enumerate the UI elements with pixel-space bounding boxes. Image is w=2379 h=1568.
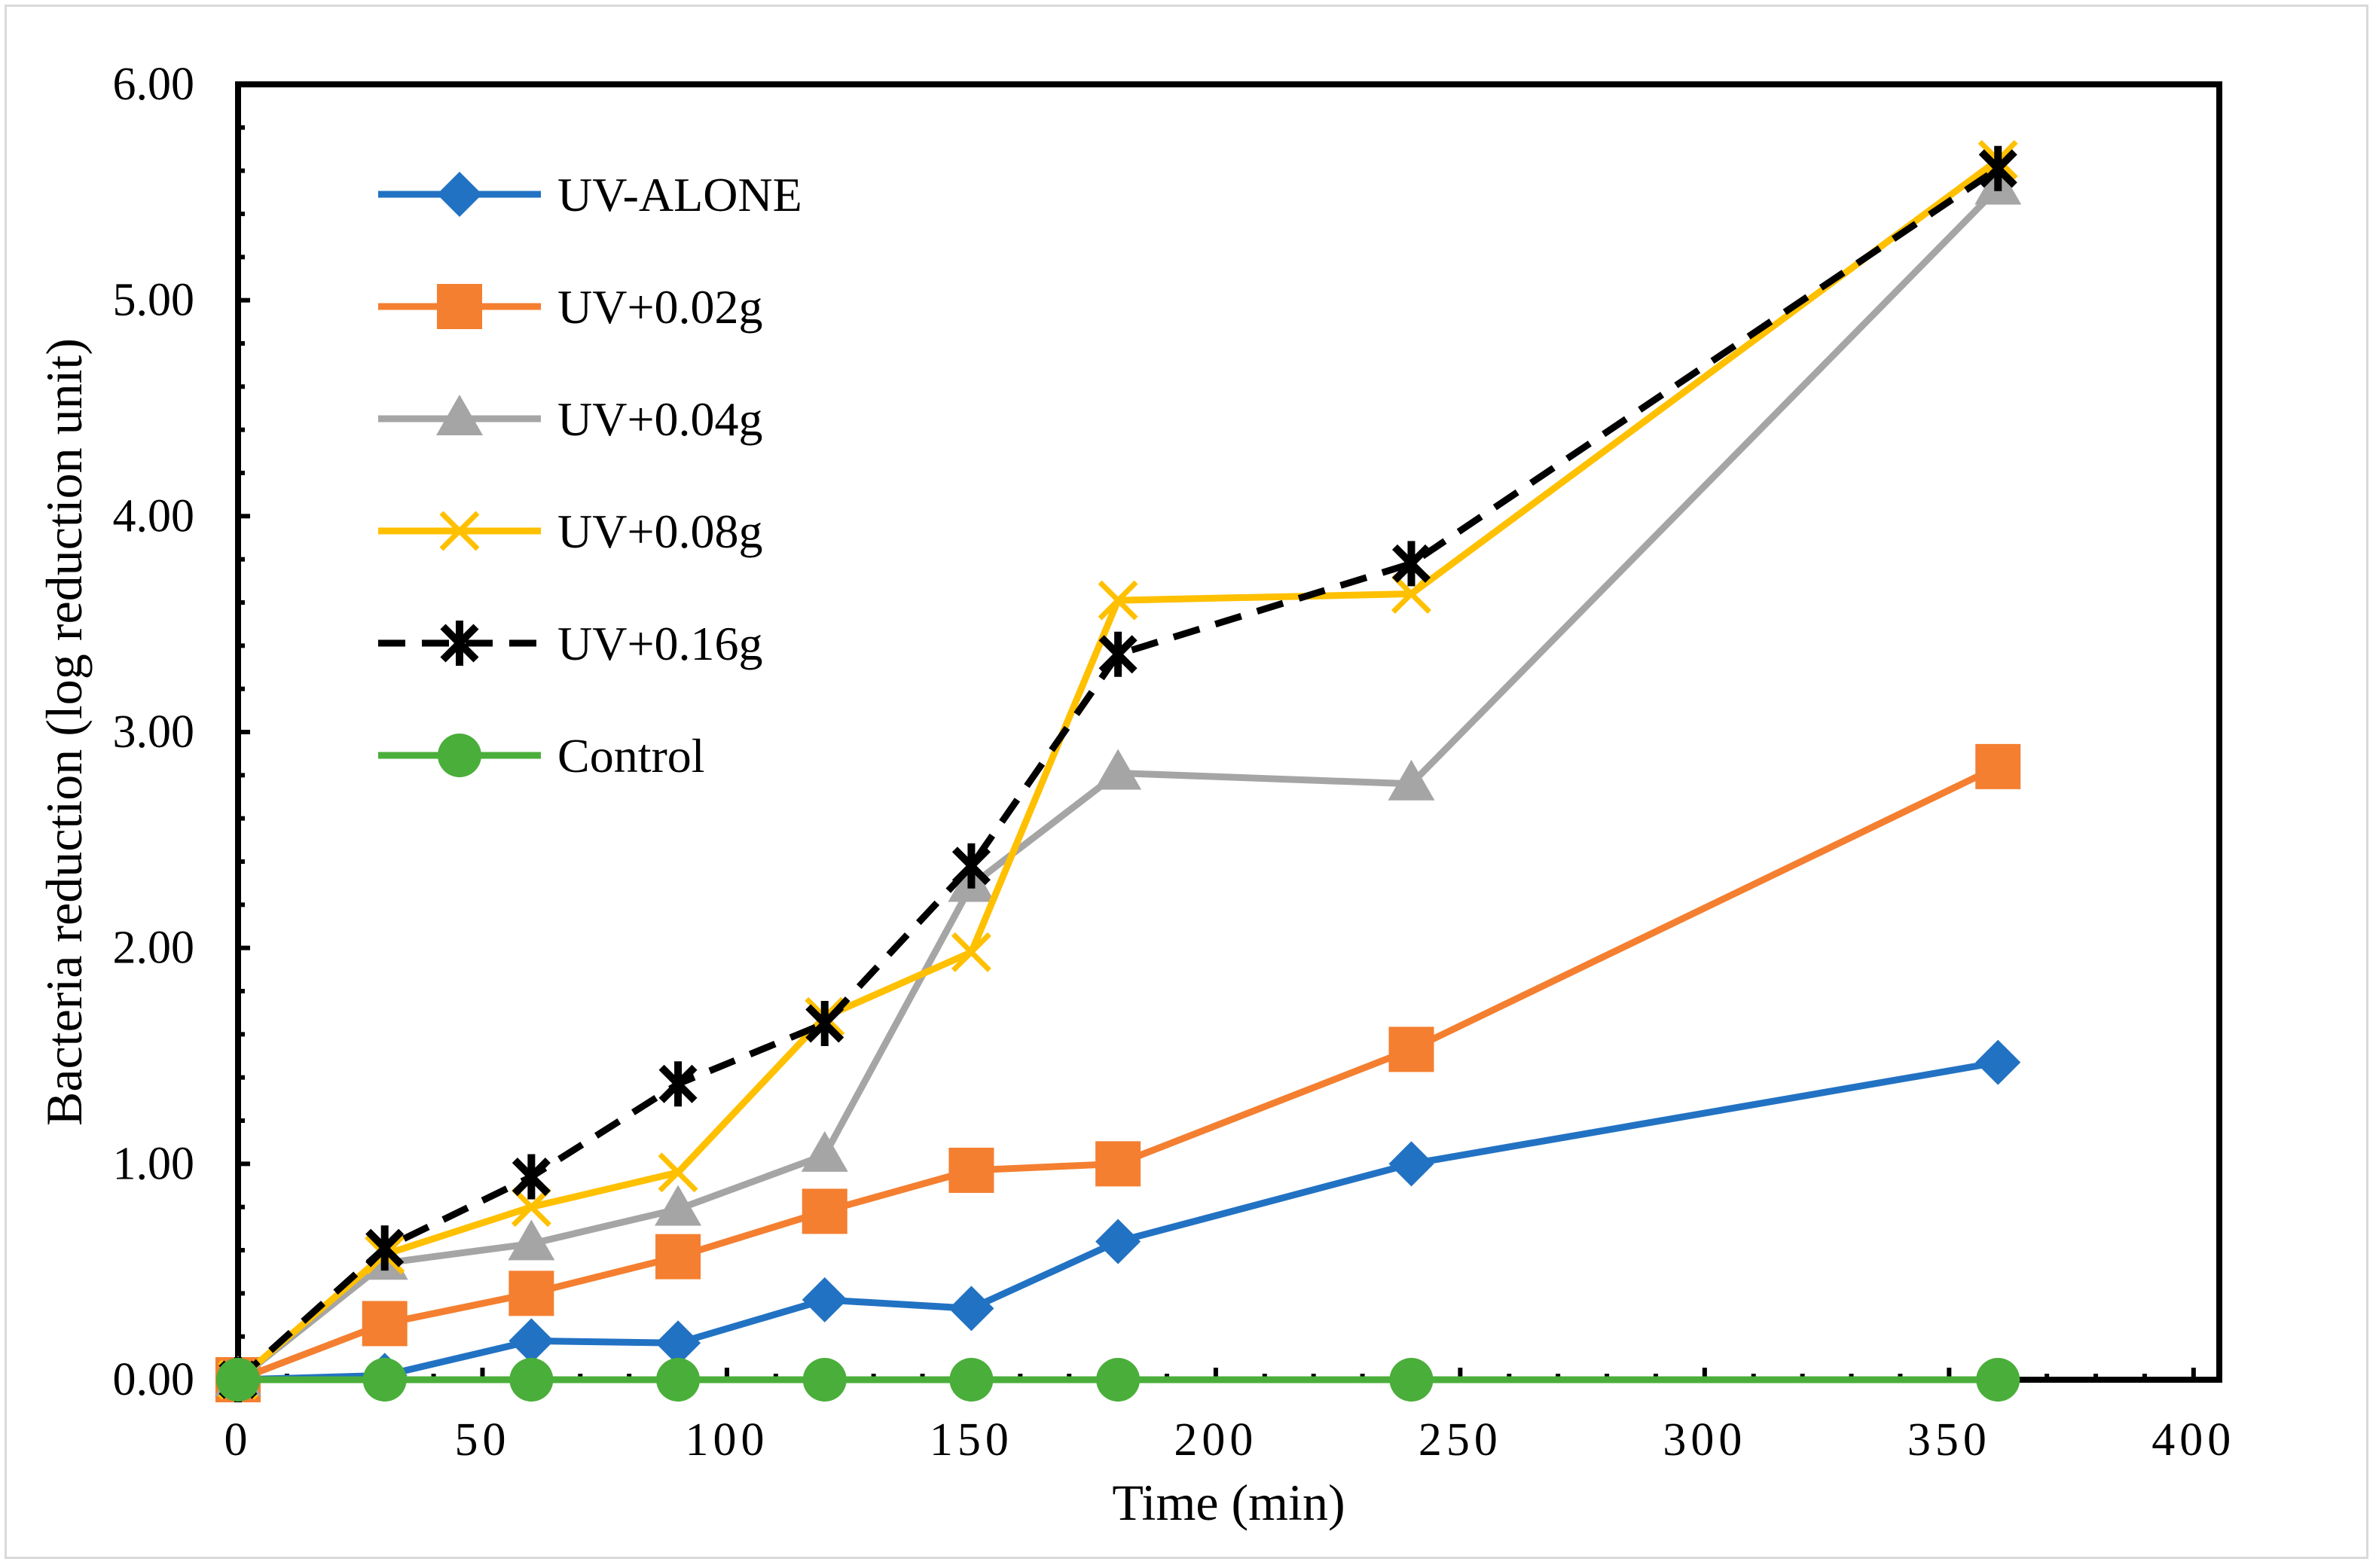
data-point-uv-0-02g: [508, 1271, 554, 1316]
legend-item-uv-0-16g: UV+0.16g: [378, 617, 763, 670]
x-tick-label-8: 400: [2151, 1414, 2235, 1466]
x-tick-label-5: 250: [1419, 1414, 1502, 1466]
legend-swatch-uv-0-04g: [378, 395, 541, 435]
data-point-uv-0-04g: [1095, 749, 1142, 790]
data-point-uv-0-16g: [805, 1001, 844, 1046]
x-tick-label-1: 50: [454, 1414, 510, 1466]
data-point-uv-0-08g: [1391, 574, 1431, 615]
legend-label-uv-0-16g: UV+0.16g: [557, 617, 763, 670]
data-point-control: [216, 1358, 260, 1402]
y-tick-label-6: 6.00: [113, 59, 195, 110]
data-point-uv-0-02g: [1975, 743, 2021, 789]
data-point-uv-0-04g: [1388, 759, 1435, 801]
data-point-control: [1389, 1358, 1434, 1402]
data-point-control: [362, 1358, 407, 1402]
x-tick-label-7: 350: [1907, 1414, 1991, 1466]
data-point-uv-alone: [655, 1320, 701, 1366]
data-point-uv-alone: [802, 1277, 847, 1322]
y-tick-label-2: 2.00: [113, 923, 195, 974]
y-tick-label-3: 3.00: [113, 706, 195, 758]
data-point-uv-0-04g: [655, 1185, 702, 1226]
y-tick-label-0: 0.00: [113, 1354, 195, 1405]
legend-label-uv-0-08g: UV+0.08g: [557, 505, 763, 558]
data-point-uv-0-02g: [802, 1188, 847, 1234]
data-point-uv-0-16g: [365, 1225, 405, 1271]
data-point-uv-alone: [1975, 1039, 2021, 1085]
data-point-uv-0-16g: [512, 1154, 551, 1200]
data-point-uv-0-02g: [655, 1234, 701, 1280]
data-point-uv-0-04g: [508, 1219, 555, 1261]
legend-marker: [437, 172, 482, 217]
data-point-uv-0-02g: [1095, 1141, 1141, 1187]
data-point-uv-0-16g: [951, 843, 991, 889]
data-point-uv-0-16g: [1978, 145, 2017, 191]
legend-marker: [439, 511, 480, 551]
legend-marker: [440, 621, 479, 666]
x-tick-label-3: 150: [930, 1414, 1013, 1466]
x-tick-label-0: 0: [224, 1414, 252, 1466]
data-point-uv-0-02g: [1388, 1027, 1434, 1072]
legend-marker: [437, 284, 482, 329]
y-tick-label-1: 1.00: [113, 1138, 195, 1189]
data-point-uv-alone: [1388, 1141, 1434, 1187]
legend-label-uv-alone: UV-ALONE: [557, 168, 802, 221]
legend-swatch-uv-0-08g: [378, 511, 541, 551]
data-point-control: [656, 1358, 701, 1402]
legend-item-uv-alone: UV-ALONE: [378, 168, 802, 221]
y-tick-label-4: 4.00: [113, 490, 195, 541]
series-group: [215, 139, 2022, 1402]
data-point-control: [1096, 1358, 1141, 1402]
data-point-uv-alone: [508, 1318, 554, 1364]
data-point-uv-0-02g: [362, 1301, 408, 1347]
legend-label-control: Control: [557, 729, 705, 782]
legend-label-uv-0-04g: UV+0.04g: [557, 392, 763, 446]
data-point-uv-0-16g: [1098, 631, 1138, 677]
series-control: [216, 1358, 2020, 1402]
legend-marker: [436, 395, 483, 435]
data-point-uv-alone: [1095, 1219, 1141, 1264]
data-point-uv-0-16g: [658, 1061, 698, 1107]
data-point-uv-0-08g: [511, 1187, 551, 1228]
data-point-uv-0-04g: [801, 1130, 848, 1172]
data-point-uv-0-16g: [1391, 541, 1431, 587]
legend-item-control: Control: [378, 729, 705, 782]
tick-labels: 0.00 1.00 2.00 3.00 4.00 5.00 6.00 0 50 …: [113, 59, 2235, 1466]
legend-item-uv-0-02g: UV+0.02g: [378, 280, 763, 334]
legend-marker: [438, 734, 481, 777]
y-axis-title: Bacteria reduction (log reduction unit): [35, 338, 93, 1126]
data-point-uv-0-08g: [658, 1152, 698, 1193]
data-point-control: [1976, 1358, 2020, 1402]
data-point-uv-alone: [948, 1286, 994, 1332]
x-tick-label-6: 300: [1663, 1414, 1746, 1466]
legend-item-uv-0-08g: UV+0.08g: [378, 505, 763, 558]
x-tick-label-2: 100: [685, 1414, 768, 1466]
legend-swatch-uv-0-02g: [378, 284, 541, 329]
legend-swatch-uv-0-16g: [378, 621, 541, 666]
legend-label-uv-0-02g: UV+0.02g: [557, 280, 763, 334]
x-axis-title: Time (min): [1112, 1474, 1345, 1531]
series-line-uv-0-16g: [235, 166, 2000, 1383]
data-point-control: [802, 1358, 847, 1402]
y-tick-label-5: 5.00: [113, 275, 195, 326]
legend-swatch-control: [378, 734, 541, 777]
legend-swatch-uv-alone: [378, 172, 541, 217]
data-point-uv-0-08g: [951, 932, 991, 972]
legend: UV-ALONE UV+0.02g UV+0.04g UV+0.08g UV+0…: [378, 168, 802, 782]
data-point-control: [509, 1358, 554, 1402]
legend-item-uv-0-04g: UV+0.04g: [378, 392, 763, 446]
x-tick-label-4: 200: [1174, 1414, 1257, 1466]
data-point-control: [949, 1358, 994, 1402]
data-point-uv-0-08g: [1098, 580, 1138, 621]
data-point-uv-0-02g: [948, 1147, 994, 1193]
